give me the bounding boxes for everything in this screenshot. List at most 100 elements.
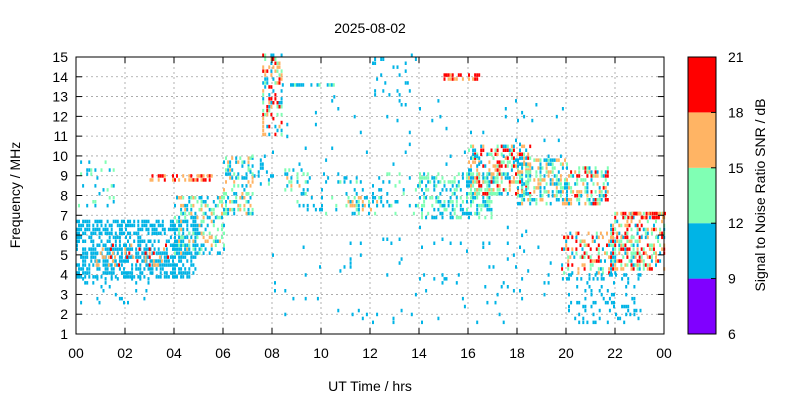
data-cell <box>80 160 83 164</box>
data-cell <box>194 227 197 232</box>
data-cell <box>601 247 604 251</box>
data-cell <box>621 304 624 309</box>
data-cell <box>264 53 267 57</box>
data-cell <box>262 120 265 125</box>
data-cell <box>529 178 532 182</box>
data-cell <box>316 83 319 87</box>
data-cell <box>180 227 183 232</box>
data-cell <box>216 227 219 232</box>
data-cell <box>567 263 570 267</box>
data-cell <box>598 308 601 313</box>
data-cell <box>459 188 462 192</box>
data-cell <box>644 263 647 267</box>
data-cell <box>565 239 568 243</box>
data-cell <box>76 227 78 232</box>
data-cell <box>292 83 294 87</box>
data-cell <box>510 152 513 156</box>
data-cell <box>449 215 452 220</box>
data-cell <box>451 207 454 212</box>
data-cell <box>510 168 513 172</box>
data-cell <box>488 200 491 204</box>
data-cell <box>561 107 564 111</box>
data-cell <box>429 180 432 184</box>
data-cell <box>614 215 617 220</box>
data-cell <box>382 180 385 184</box>
data-cell <box>635 211 638 216</box>
data-cell <box>594 170 597 174</box>
data-cell <box>547 194 550 198</box>
data-cell <box>225 172 227 176</box>
data-cell <box>137 251 140 255</box>
data-cell <box>374 57 377 61</box>
data-cell <box>143 223 146 228</box>
data-cell <box>604 194 607 198</box>
data-cell <box>102 289 105 293</box>
data-cell <box>506 144 509 149</box>
data-cell <box>638 239 641 243</box>
data-cell <box>159 259 162 263</box>
data-cell <box>537 158 540 162</box>
data-cell <box>78 231 80 236</box>
data-cell <box>576 198 579 202</box>
data-cell <box>541 198 544 202</box>
data-cell <box>325 211 328 216</box>
data-cell <box>127 247 129 251</box>
data-cell <box>84 275 87 279</box>
data-cell <box>639 273 642 277</box>
data-cell <box>180 219 183 224</box>
data-cell <box>165 263 168 267</box>
data-cell <box>490 188 493 192</box>
data-cell <box>182 235 185 240</box>
data-cell <box>247 180 250 184</box>
data-cell <box>394 200 397 204</box>
data-cell <box>300 83 303 87</box>
data-cell <box>149 267 152 271</box>
data-cell <box>421 176 423 180</box>
data-cell <box>594 300 597 305</box>
data-cell <box>569 255 572 259</box>
data-cell <box>408 203 411 208</box>
data-cell <box>630 267 633 271</box>
data-cell <box>284 172 287 176</box>
data-cell <box>96 223 99 228</box>
data-cell <box>512 253 515 257</box>
data-cell <box>145 243 148 247</box>
data-cell <box>472 184 475 188</box>
data-cell <box>646 235 649 240</box>
data-cell <box>180 271 183 275</box>
data-cell <box>394 211 397 216</box>
data-cell <box>178 255 181 259</box>
data-cell <box>82 239 85 243</box>
data-cell <box>157 247 160 251</box>
data-cell <box>586 166 589 170</box>
data-cell <box>192 223 195 228</box>
data-cell <box>192 227 195 232</box>
data-cell <box>325 180 328 184</box>
data-cell <box>266 105 269 109</box>
data-cell <box>223 231 225 236</box>
data-cell <box>521 277 524 281</box>
data-cell <box>80 300 83 305</box>
data-cell <box>527 178 530 182</box>
data-cell <box>155 219 158 224</box>
data-cell <box>600 277 603 281</box>
data-cell <box>78 223 80 228</box>
data-cell <box>525 156 528 160</box>
data-cell <box>655 259 657 263</box>
data-cell <box>149 178 152 182</box>
data-cell <box>626 231 629 236</box>
data-cell <box>653 215 656 220</box>
data-cell <box>82 223 85 228</box>
data-cell <box>237 172 240 176</box>
data-cell <box>517 192 519 196</box>
data-cell <box>468 160 470 164</box>
data-cell <box>582 316 585 321</box>
data-cell <box>561 247 564 251</box>
data-cell <box>272 77 275 81</box>
data-cell <box>335 203 338 208</box>
data-cell <box>496 168 499 172</box>
data-cell <box>525 162 528 166</box>
data-cell <box>494 168 497 172</box>
data-cell <box>655 215 658 220</box>
